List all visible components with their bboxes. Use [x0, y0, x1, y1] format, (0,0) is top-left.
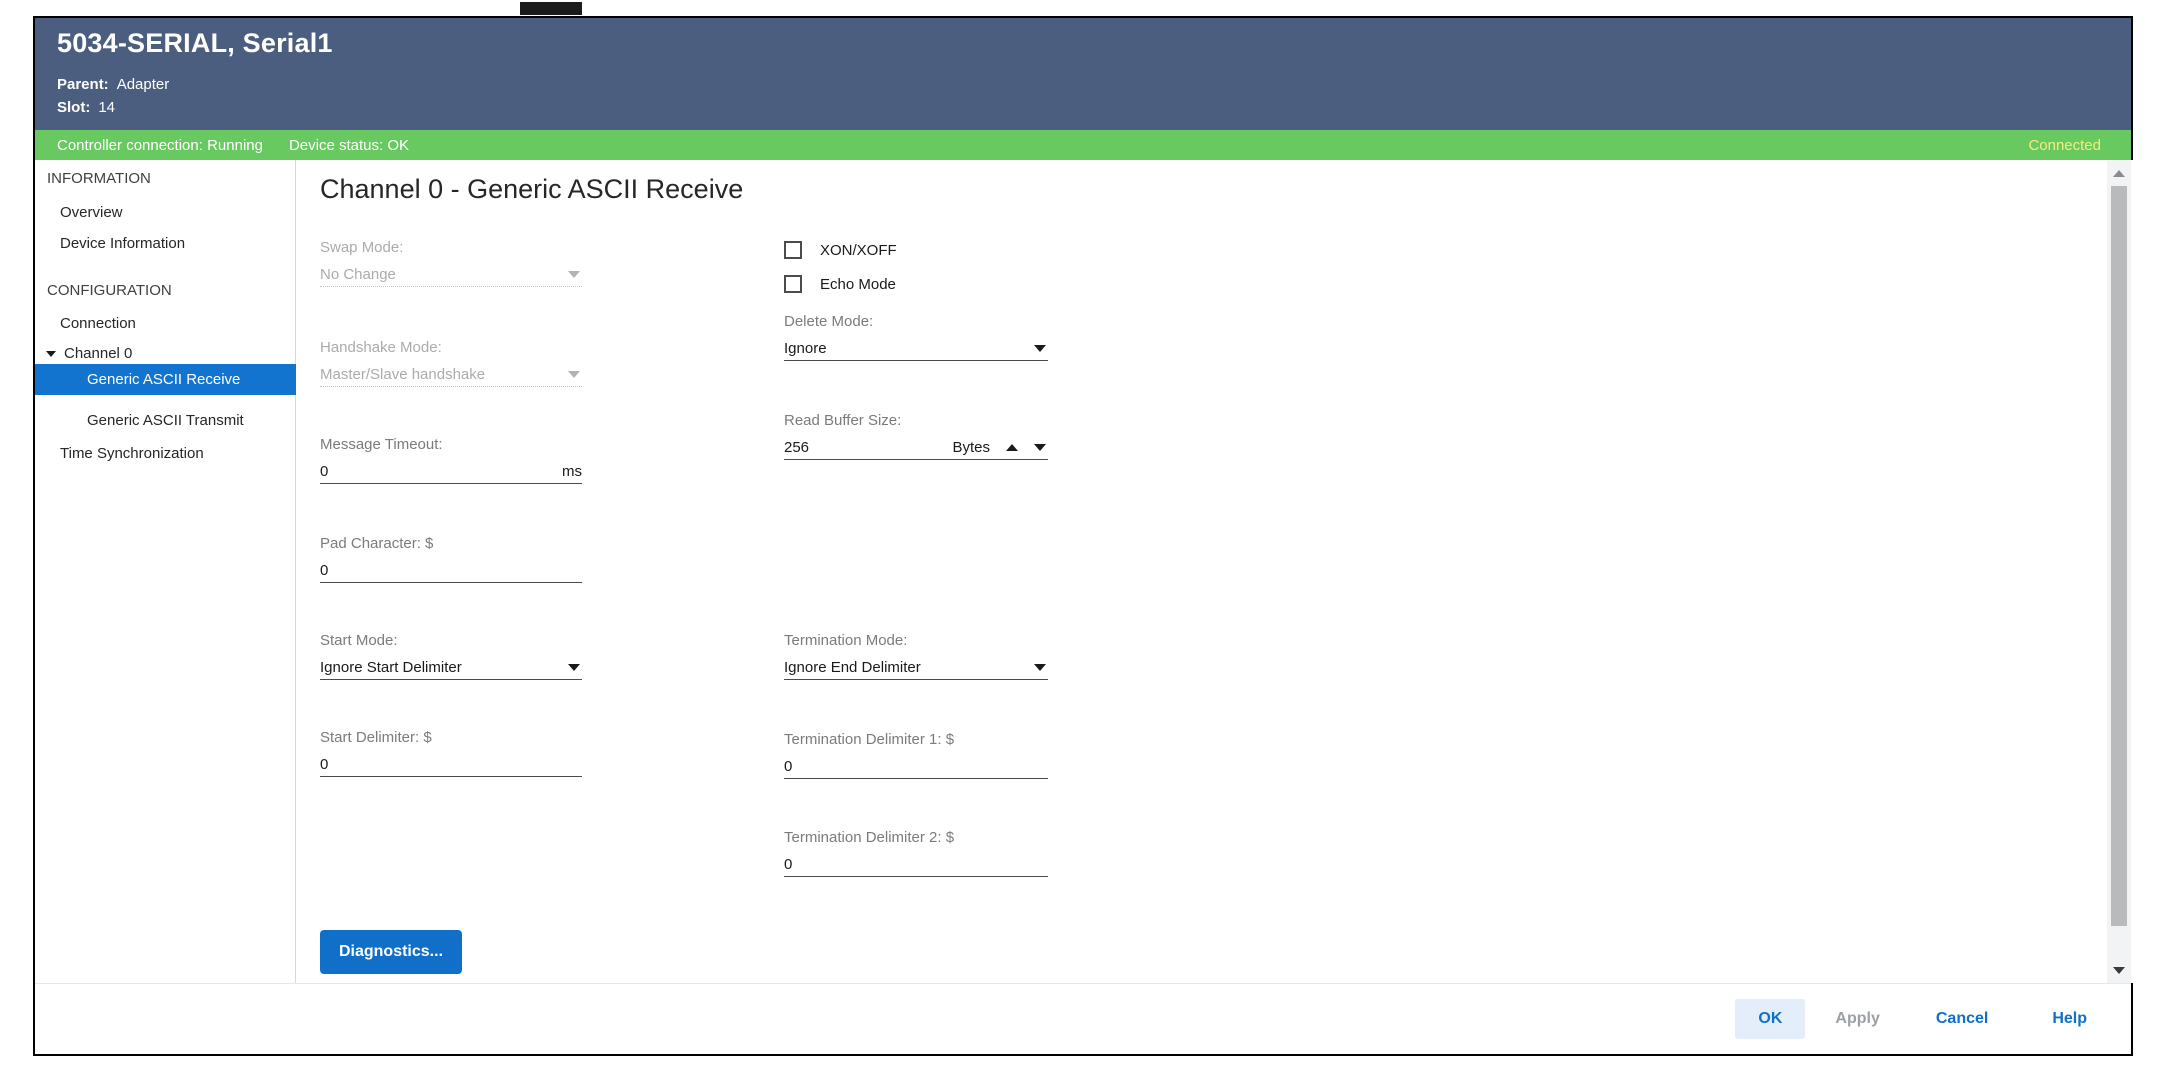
status-bar: Controller connection: Running Device st…	[35, 130, 2131, 160]
scroll-up-icon[interactable]	[2113, 170, 2125, 177]
sidebar-item-overview[interactable]: Overview	[60, 204, 123, 221]
start-delimiter-input[interactable]	[320, 756, 582, 773]
termination-delimiter-2-label: Termination Delimiter 2: $	[784, 829, 955, 846]
termination-delimiter-1-field: Termination Delimiter 1: $	[784, 731, 1048, 779]
sidebar-item-generic-ascii-transmit[interactable]: Generic ASCII Transmit	[87, 412, 244, 429]
message-timeout-control: ms	[320, 460, 582, 484]
ok-button[interactable]: OK	[1735, 999, 1806, 1039]
page-title: Channel 0 - Generic ASCII Receive	[320, 174, 744, 204]
pad-character-control	[320, 559, 582, 583]
pad-character-input[interactable]	[320, 562, 582, 579]
help-button[interactable]: Help	[2036, 999, 2103, 1039]
start-mode-value: Ignore Start Delimiter	[320, 659, 462, 676]
scroll-down-icon[interactable]	[2113, 967, 2125, 974]
diagnostics-button[interactable]: Diagnostics...	[320, 930, 462, 974]
chevron-down-icon	[568, 371, 580, 378]
read-buffer-size-field: Read Buffer Size: Bytes	[784, 412, 1048, 460]
slot-row: Slot: 14	[57, 99, 115, 116]
slot-label: Slot:	[57, 99, 91, 116]
channel-0-label: Channel 0	[64, 345, 133, 362]
echo-mode-row[interactable]: Echo Mode	[784, 274, 896, 294]
xon-xoff-checkbox[interactable]	[784, 241, 802, 259]
message-timeout-input[interactable]	[320, 463, 554, 480]
sidebar-item-device-information[interactable]: Device Information	[60, 235, 186, 252]
apply-button[interactable]: Apply	[1819, 999, 1895, 1039]
start-mode-select[interactable]: Ignore Start Delimiter	[320, 656, 582, 680]
cancel-button[interactable]: Cancel	[1920, 999, 2004, 1039]
chevron-down-icon	[568, 271, 580, 278]
termination-mode-field: Termination Mode: Ignore End Delimiter	[784, 632, 1048, 680]
termination-mode-label: Termination Mode:	[784, 632, 908, 649]
termination-delimiter-1-label: Termination Delimiter 1: $	[784, 731, 955, 748]
swap-mode-select[interactable]: No Change	[320, 263, 582, 287]
termination-delimiter-2-control	[784, 853, 1048, 877]
controller-connection-status: Controller connection: Running	[57, 136, 263, 154]
read-buffer-size-label: Read Buffer Size:	[784, 412, 902, 429]
termination-delimiter-2-field: Termination Delimiter 2: $	[784, 829, 1048, 877]
sidebar-item-connection[interactable]: Connection	[60, 315, 136, 332]
module-title: 5034-SERIAL, Serial1	[57, 28, 333, 58]
handshake-mode-field: Handshake Mode: Master/Slave handshake	[320, 339, 582, 387]
dialog-footer: OK Apply Cancel Help	[35, 983, 2131, 1054]
termination-delimiter-1-control	[784, 755, 1048, 779]
swap-mode-value: No Change	[320, 266, 396, 283]
start-mode-label: Start Mode:	[320, 632, 398, 649]
window-header: 5034-SERIAL, Serial1 Parent: Adapter Slot…	[35, 18, 2131, 130]
read-buffer-size-unit: Bytes	[952, 439, 990, 456]
handshake-mode-value: Master/Slave handshake	[320, 366, 486, 383]
start-mode-field: Start Mode: Ignore Start Delimiter	[320, 632, 582, 680]
chevron-down-icon	[1034, 345, 1046, 352]
sidebar-item-generic-ascii-receive[interactable]: Generic ASCII Receive	[35, 364, 296, 395]
message-timeout-label: Message Timeout:	[320, 436, 443, 453]
read-buffer-size-control: Bytes	[784, 436, 1048, 460]
delete-mode-field: Delete Mode: Ignore	[784, 313, 1048, 361]
collapse-triangle-icon[interactable]	[46, 351, 56, 357]
vertical-scrollbar[interactable]	[2107, 160, 2131, 983]
delete-mode-select[interactable]: Ignore	[784, 337, 1048, 361]
echo-mode-label: Echo Mode	[820, 275, 896, 293]
swap-mode-field: Swap Mode: No Change	[320, 239, 582, 287]
pad-character-field: Pad Character: $	[320, 535, 582, 583]
parent-row: Parent: Adapter	[57, 76, 169, 93]
spinner-up-icon[interactable]	[1006, 444, 1018, 451]
delete-mode-label: Delete Mode:	[784, 313, 874, 330]
chevron-down-icon	[568, 664, 580, 671]
read-buffer-size-input[interactable]	[784, 439, 945, 456]
parent-label: Parent:	[57, 76, 109, 93]
termination-mode-select[interactable]: Ignore End Delimiter	[784, 656, 1048, 680]
start-delimiter-control	[320, 753, 582, 777]
message-timeout-unit: ms	[562, 463, 582, 480]
section-configuration: CONFIGURATION	[47, 282, 172, 299]
spinner-down-icon[interactable]	[1034, 444, 1046, 451]
pad-character-label: Pad Character: $	[320, 535, 434, 552]
chevron-down-icon	[1034, 664, 1046, 671]
connection-state-badge: Connected	[2028, 136, 2101, 154]
nav-sidebar: INFORMATION Overview Device Information …	[35, 160, 296, 983]
sidebar-item-time-synchronization[interactable]: Time Synchronization	[60, 445, 204, 462]
handshake-mode-select[interactable]: Master/Slave handshake	[320, 363, 582, 387]
start-delimiter-field: Start Delimiter: $	[320, 729, 582, 777]
message-timeout-field: Message Timeout: ms	[320, 436, 582, 484]
start-delimiter-label: Start Delimiter: $	[320, 729, 432, 746]
screen-artifact	[520, 2, 582, 15]
section-information: INFORMATION	[47, 170, 151, 187]
module-properties-window: 5034-SERIAL, Serial1 Parent: Adapter Slot…	[33, 16, 2135, 1056]
device-status: Device status: OK	[288, 136, 410, 154]
generic-ascii-receive-label: Generic ASCII Receive	[87, 371, 241, 388]
swap-mode-label: Swap Mode:	[320, 239, 404, 256]
echo-mode-checkbox[interactable]	[784, 275, 802, 293]
parent-value: Adapter	[116, 76, 170, 93]
main-content: Channel 0 - Generic ASCII Receive Swap M…	[296, 160, 2135, 983]
scrollbar-thumb[interactable]	[2111, 186, 2127, 926]
handshake-mode-label: Handshake Mode:	[320, 339, 442, 356]
xon-xoff-label: XON/XOFF	[820, 241, 897, 259]
slot-value: 14	[98, 99, 116, 116]
termination-mode-value: Ignore End Delimiter	[784, 659, 921, 676]
termination-delimiter-2-input[interactable]	[784, 856, 1048, 873]
delete-mode-value: Ignore	[784, 340, 827, 357]
termination-delimiter-1-input[interactable]	[784, 758, 1048, 775]
sidebar-item-channel-0[interactable]: Channel 0	[46, 345, 132, 362]
xon-xoff-row[interactable]: XON/XOFF	[784, 240, 897, 260]
